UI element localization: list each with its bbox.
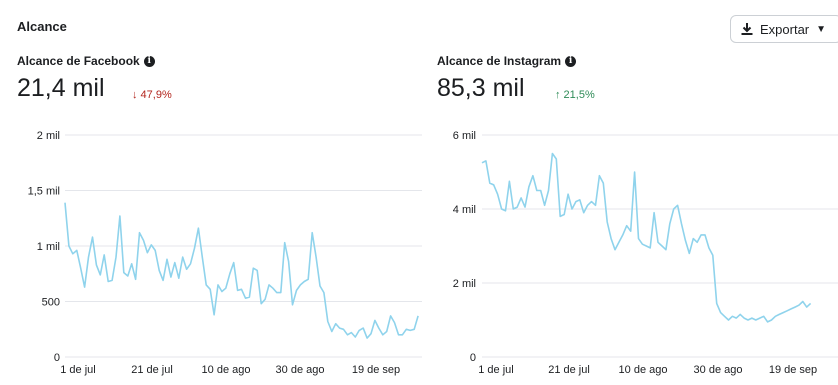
y-tick-label: 6 mil: [453, 130, 476, 142]
instagram-panel-title: Alcance de Instagram i: [437, 54, 577, 68]
facebook-delta: ↓ 47,9%: [132, 89, 172, 101]
facebook-reach-value: 21,4 mil: [17, 74, 105, 102]
x-tick-label: 30 de ago: [276, 364, 325, 376]
instagram-reach-line: [481, 152, 812, 323]
y-tick-label: 1,5 mil: [28, 186, 60, 198]
info-icon[interactable]: i: [565, 55, 577, 67]
info-icon[interactable]: i: [143, 55, 155, 67]
export-label: Exportar: [760, 21, 810, 37]
y-tick-label: 0: [54, 352, 60, 364]
section-title: Alcance: [17, 19, 67, 34]
y-tick-label: 0: [470, 352, 476, 364]
export-button[interactable]: Exportar ▼: [730, 15, 838, 43]
x-tick-label: 19 de sep: [769, 364, 817, 376]
y-tick-label: 500: [42, 297, 60, 309]
instagram-title-text: Alcance de Instagram: [437, 54, 562, 68]
caret-down-icon: ▼: [816, 23, 827, 35]
y-tick-label: 4 mil: [453, 204, 476, 216]
y-tick-label: 2 mil: [37, 130, 60, 142]
instagram-delta: ↑ 21,5%: [555, 89, 595, 101]
x-tick-label: 1 de jul: [478, 364, 513, 376]
x-tick-label: 21 de jul: [131, 364, 173, 376]
facebook-title-text: Alcance de Facebook: [17, 54, 140, 68]
x-tick-label: 10 de ago: [202, 364, 251, 376]
x-tick-label: 30 de ago: [694, 364, 743, 376]
x-tick-label: 21 de jul: [548, 364, 590, 376]
instagram-reach-value: 85,3 mil: [437, 74, 525, 102]
x-tick-label: 19 de sep: [352, 364, 400, 376]
facebook-panel-title: Alcance de Facebook i: [17, 54, 155, 68]
y-tick-label: 2 mil: [453, 278, 476, 290]
download-icon: [741, 23, 753, 35]
facebook-reach-line: [64, 202, 419, 339]
x-tick-label: 10 de ago: [619, 364, 668, 376]
y-tick-label: 1 mil: [37, 241, 60, 253]
x-tick-label: 1 de jul: [60, 364, 95, 376]
